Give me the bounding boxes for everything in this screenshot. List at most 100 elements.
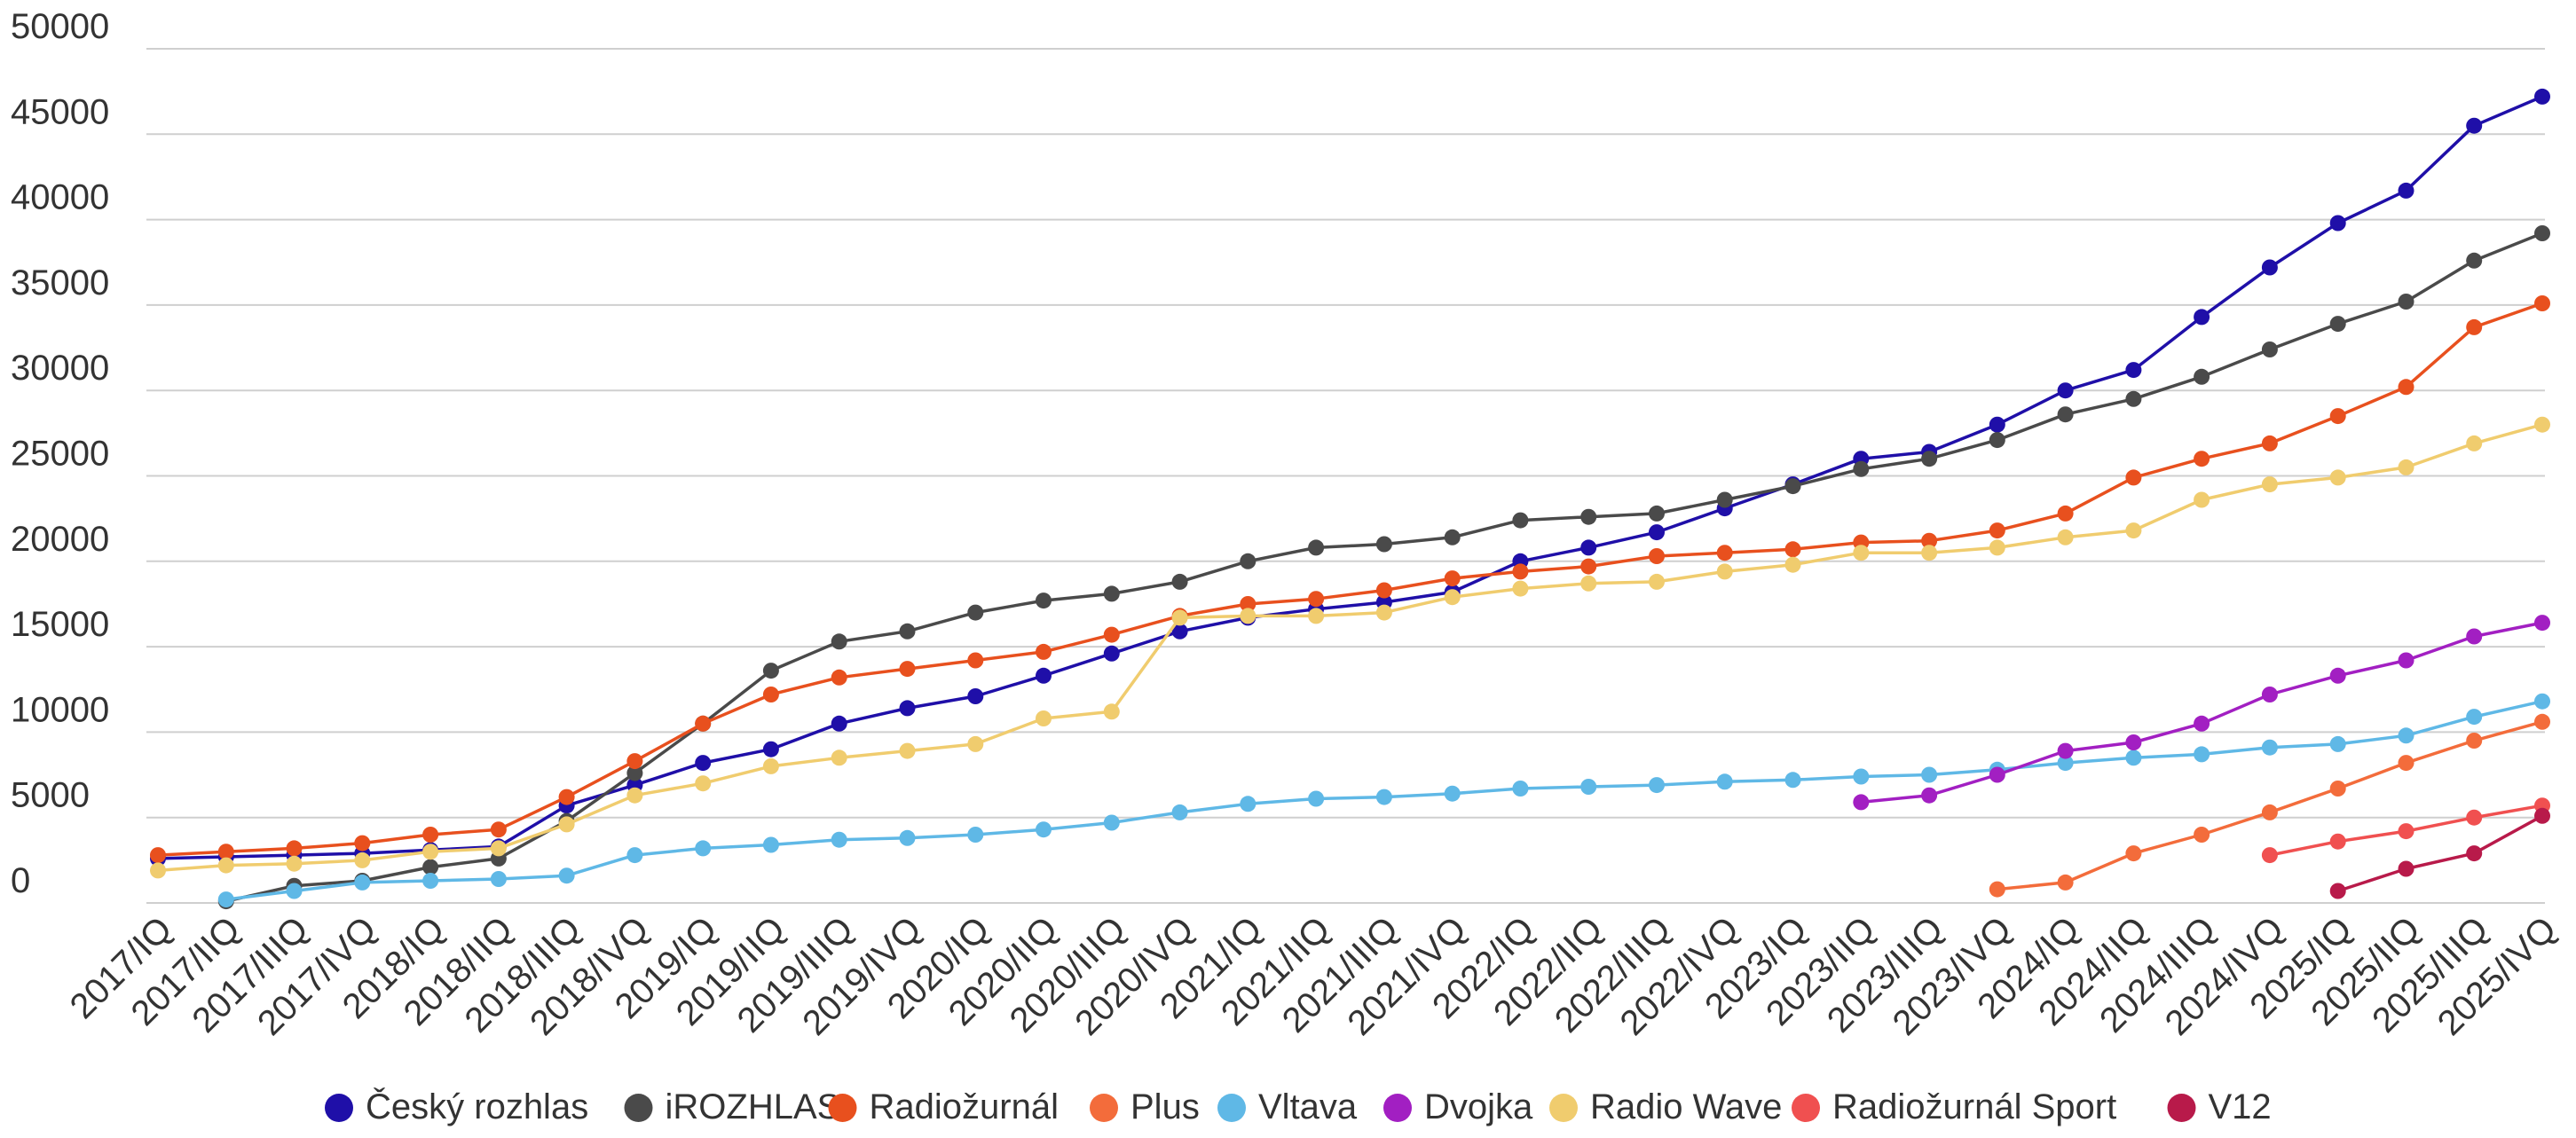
data-point[interactable]	[1308, 539, 1325, 556]
legend-label[interactable]: Vltava	[1258, 1087, 1358, 1126]
data-point[interactable]	[1103, 626, 1120, 643]
data-point[interactable]	[2261, 435, 2278, 451]
data-point[interactable]	[2057, 505, 2074, 522]
data-point[interactable]	[2534, 615, 2550, 632]
data-point[interactable]	[2398, 182, 2415, 199]
data-point[interactable]	[2466, 117, 2483, 134]
legend-swatch[interactable]	[2167, 1094, 2196, 1122]
data-point[interactable]	[1989, 416, 2005, 433]
data-point[interactable]	[558, 867, 575, 884]
data-point[interactable]	[2329, 316, 2346, 333]
data-point[interactable]	[2125, 390, 2142, 407]
data-point[interactable]	[1036, 593, 1052, 609]
data-point[interactable]	[1649, 777, 1665, 794]
legend-swatch[interactable]	[624, 1094, 653, 1122]
data-point[interactable]	[967, 827, 984, 843]
data-point[interactable]	[1989, 522, 2005, 539]
data-point[interactable]	[1784, 478, 1801, 495]
legend-label[interactable]: Dvojka	[1424, 1087, 1533, 1126]
data-point[interactable]	[1308, 608, 1325, 624]
legend-swatch[interactable]	[1792, 1094, 1820, 1122]
data-point[interactable]	[2057, 742, 2074, 759]
data-point[interactable]	[2329, 833, 2346, 850]
data-point[interactable]	[422, 873, 439, 889]
data-point[interactable]	[695, 755, 712, 772]
data-point[interactable]	[2194, 309, 2210, 326]
data-point[interactable]	[1512, 781, 1529, 797]
data-point[interactable]	[2398, 652, 2415, 669]
data-point[interactable]	[1989, 766, 2005, 783]
data-point[interactable]	[2057, 755, 2074, 772]
data-point[interactable]	[2398, 823, 2415, 840]
data-point[interactable]	[2194, 715, 2210, 732]
data-point[interactable]	[2534, 807, 2550, 824]
data-point[interactable]	[1649, 573, 1665, 590]
data-point[interactable]	[2194, 827, 2210, 843]
data-point[interactable]	[762, 741, 779, 757]
legend-swatch[interactable]	[828, 1094, 857, 1122]
data-point[interactable]	[899, 742, 916, 759]
data-point[interactable]	[2329, 781, 2346, 797]
data-point[interactable]	[967, 652, 984, 669]
data-point[interactable]	[626, 787, 643, 804]
data-point[interactable]	[2261, 341, 2278, 357]
data-point[interactable]	[695, 775, 712, 792]
data-point[interactable]	[2466, 733, 2483, 749]
data-point[interactable]	[1240, 608, 1256, 624]
data-point[interactable]	[1308, 790, 1325, 807]
data-point[interactable]	[2261, 739, 2278, 756]
legend-swatch[interactable]	[325, 1094, 353, 1122]
data-point[interactable]	[2534, 225, 2550, 241]
data-point[interactable]	[1580, 558, 1597, 575]
data-point[interactable]	[1171, 623, 1188, 640]
data-point[interactable]	[899, 623, 916, 640]
data-point[interactable]	[1921, 545, 1938, 561]
data-point[interactable]	[2534, 295, 2550, 311]
data-point[interactable]	[1989, 432, 2005, 449]
data-point[interactable]	[354, 835, 371, 852]
data-point[interactable]	[831, 750, 847, 766]
data-point[interactable]	[967, 604, 984, 621]
data-point[interactable]	[2466, 252, 2483, 269]
data-point[interactable]	[2534, 88, 2550, 105]
data-point[interactable]	[2057, 529, 2074, 545]
data-point[interactable]	[1036, 667, 1052, 684]
data-point[interactable]	[1989, 539, 2005, 556]
data-point[interactable]	[1308, 591, 1325, 608]
data-point[interactable]	[1375, 604, 1392, 621]
data-point[interactable]	[2466, 845, 2483, 862]
data-point[interactable]	[1103, 645, 1120, 662]
legend-swatch[interactable]	[1383, 1094, 1412, 1122]
data-point[interactable]	[2398, 379, 2415, 396]
data-point[interactable]	[1853, 768, 1870, 785]
data-point[interactable]	[626, 753, 643, 770]
data-point[interactable]	[2125, 469, 2142, 486]
data-point[interactable]	[1103, 703, 1120, 720]
data-point[interactable]	[217, 857, 234, 874]
data-point[interactable]	[354, 874, 371, 891]
legend-swatch[interactable]	[1217, 1094, 1246, 1122]
data-point[interactable]	[1784, 772, 1801, 789]
data-point[interactable]	[899, 700, 916, 717]
data-point[interactable]	[2261, 804, 2278, 820]
data-point[interactable]	[2261, 476, 2278, 493]
data-point[interactable]	[2466, 809, 2483, 826]
data-point[interactable]	[558, 789, 575, 805]
data-point[interactable]	[286, 883, 303, 899]
data-point[interactable]	[1649, 548, 1665, 564]
data-point[interactable]	[762, 687, 779, 702]
data-point[interactable]	[2194, 746, 2210, 763]
data-point[interactable]	[217, 844, 234, 860]
data-point[interactable]	[2466, 318, 2483, 335]
data-point[interactable]	[831, 633, 847, 650]
data-point[interactable]	[1716, 491, 1733, 508]
data-point[interactable]	[1036, 643, 1052, 660]
data-point[interactable]	[831, 831, 847, 848]
data-point[interactable]	[1649, 524, 1665, 541]
data-point[interactable]	[2057, 406, 2074, 423]
data-point[interactable]	[1036, 710, 1052, 726]
data-point[interactable]	[1240, 596, 1256, 612]
data-point[interactable]	[490, 821, 507, 838]
data-point[interactable]	[1375, 789, 1392, 805]
data-point[interactable]	[2057, 382, 2074, 399]
